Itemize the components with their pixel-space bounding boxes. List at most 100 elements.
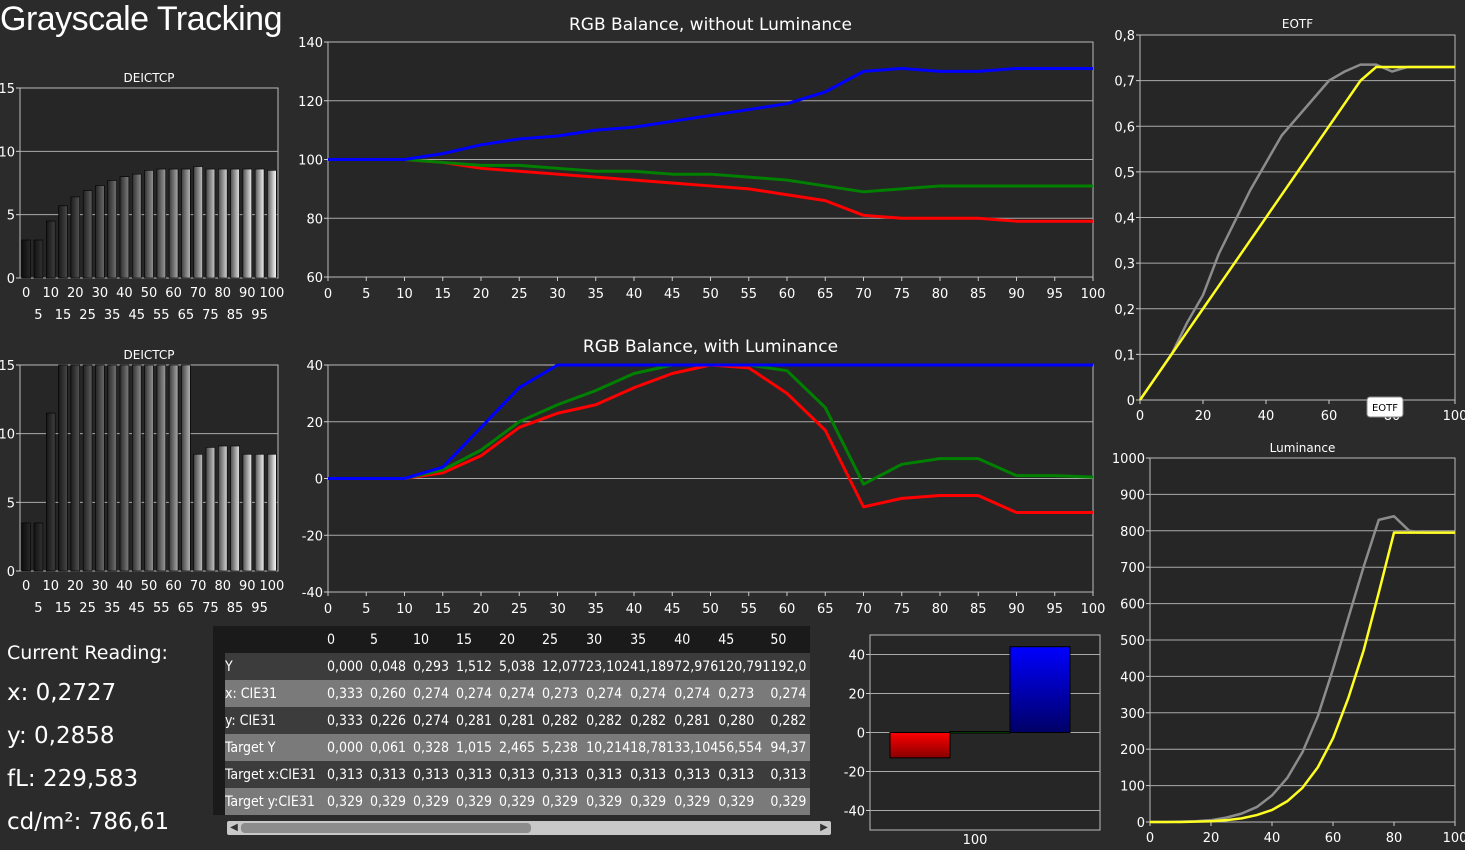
x-tick-label: 65 <box>817 287 834 302</box>
chart-title: RGB Balance, with Luminance <box>583 337 838 357</box>
table-cell: 0,274 <box>674 680 719 707</box>
y-tick-label: 20 <box>306 416 323 431</box>
deictcp-bar <box>230 168 240 279</box>
table-cell: 18,781 <box>630 734 675 761</box>
table-cell: 5,238 <box>542 734 587 761</box>
x-tick-label: 95 <box>1046 287 1063 302</box>
x-tick-label: 40 <box>116 286 133 301</box>
x-tick-label: 80 <box>214 579 231 594</box>
x-tick-label: 70 <box>190 579 207 594</box>
x-tick-label: 20 <box>1203 831 1220 846</box>
deictcp-bar <box>168 364 179 572</box>
series-line-blue <box>328 363 1093 480</box>
table-row[interactable]: Y 0,000 0,048 0,293 1,512 5,038 12,077 23,102 41… <box>213 653 811 680</box>
x-tick-label: 70 <box>190 286 207 301</box>
deictcp-bar <box>45 412 56 572</box>
chart-title: DEICTCP <box>124 348 175 362</box>
luminance-chart: 01002003004005006007008009001000Luminanc… <box>1112 441 1465 846</box>
table-cell: 0,329 <box>413 788 456 815</box>
scroll-thumb[interactable] <box>241 823 531 833</box>
table-cell: 0,313 <box>456 761 499 788</box>
x-tick-label: 20 <box>67 579 84 594</box>
measurement-table[interactable]: 0 5 10 15 20 25 30 35 40 45 50 Y 0,000 0,048 0,293 1,5… <box>213 626 833 838</box>
deictcp-bar <box>95 185 105 279</box>
y-tick-label: 80 <box>306 212 323 227</box>
table-cell: 0,274 <box>630 680 675 707</box>
scroll-right-icon[interactable]: ▶ <box>820 822 828 833</box>
table-row[interactable]: Target y:CIE31 0,329 0,329 0,329 0,329 0,329 0… <box>213 788 811 815</box>
y-tick-label: 900 <box>1120 488 1145 503</box>
chart-title: DEICTCP <box>124 71 175 85</box>
y-tick-label: 100 <box>298 154 323 169</box>
table-column-header: 15 <box>456 626 499 653</box>
y-tick-label: 0 <box>857 727 865 742</box>
x-tick-label: 95 <box>1046 602 1063 617</box>
table-row[interactable]: Target x:CIE31 0,313 0,313 0,313 0,313 0,313 0… <box>213 761 811 788</box>
x-tick-label: 60 <box>779 287 796 302</box>
y-tick-label: 0 <box>1137 816 1145 831</box>
y-tick-label: 10 <box>0 428 15 443</box>
table-row[interactable]: x: CIE31 0,333 0,260 0,274 0,274 0,274 0,273 0,… <box>213 680 811 707</box>
x-tick-label: 30 <box>549 602 566 617</box>
table-cell: 0,329 <box>630 788 675 815</box>
y-tick-label: 15 <box>0 359 15 374</box>
deictcp-bar <box>119 176 130 279</box>
x-tick-label: 45 <box>664 602 681 617</box>
x-tick-label: 0 <box>1146 831 1154 846</box>
y-tick-label: 500 <box>1120 634 1145 649</box>
eotf-chart: 00,10,20,30,40,50,60,70,8EOTF02040608010… <box>1114 17 1465 424</box>
table-cell: 2,465 <box>499 734 542 761</box>
y-tick-label: 700 <box>1120 561 1145 576</box>
table-cell: 0,282 <box>630 707 675 734</box>
y-tick-label: 10 <box>0 145 15 160</box>
deictcp-bar <box>156 168 167 279</box>
scroll-left-icon[interactable]: ◀ <box>230 822 238 833</box>
table-row[interactable]: y: CIE31 0,333 0,226 0,274 0,281 0,281 0,282 0,… <box>213 707 811 734</box>
table-column-header: 25 <box>542 626 587 653</box>
x-tick-label: 90 <box>239 286 256 301</box>
x-tick-label: 20 <box>67 286 84 301</box>
x-tick-label: 35 <box>104 601 121 616</box>
table-row[interactable]: Target Y 0,000 0,061 0,328 1,015 2,465 5,238 10… <box>213 734 811 761</box>
current-reading-heading: Current Reading: <box>7 642 168 664</box>
table-cell: 0,313 <box>674 761 719 788</box>
table-horizontal-scrollbar[interactable]: ◀ ▶ <box>227 821 831 835</box>
table-cell: 41,189 <box>630 653 675 680</box>
x-tick-label: 75 <box>202 308 219 323</box>
deictcp-bar <box>131 173 142 279</box>
deictcp-bar <box>33 522 44 572</box>
y-tick-label: 0,1 <box>1114 348 1135 363</box>
x-tick-label: 15 <box>434 287 451 302</box>
deictcp-bar <box>205 447 216 572</box>
x-tick-label: 10 <box>396 287 413 302</box>
series-line-gray <box>1138 63 1455 401</box>
table-cell: 33,104 <box>674 734 719 761</box>
table-cell: 0,273 <box>542 680 587 707</box>
x-tick-label: 85 <box>970 602 987 617</box>
x-tick-label: 80 <box>214 286 231 301</box>
x-tick-label: 100 <box>1443 409 1465 424</box>
chart-title: Luminance <box>1270 441 1336 455</box>
deictcp-bar <box>267 170 277 279</box>
x-tick-label: 100 <box>259 286 284 301</box>
table-cell: 0,329 <box>456 788 499 815</box>
x-tick-label: 95 <box>251 601 268 616</box>
table-cell: 0,313 <box>542 761 587 788</box>
x-tick-label: 75 <box>893 602 910 617</box>
x-tick-label: 40 <box>626 287 643 302</box>
series-line-yellow <box>1150 531 1455 824</box>
y-tick-label: 15 <box>0 82 15 97</box>
table-row-label: Y <box>225 653 327 680</box>
x-tick-label: 35 <box>587 602 604 617</box>
table-cell: 0,328 <box>413 734 456 761</box>
x-tick-label: 50 <box>702 287 719 302</box>
deictcp-bar <box>267 453 277 572</box>
table-row-label: Target x:CIE31 <box>225 761 327 788</box>
x-tick-label: 15 <box>434 602 451 617</box>
x-tick-label: 5 <box>34 601 42 616</box>
deictcp-bar <box>181 168 191 279</box>
deictcp-bar <box>254 168 265 279</box>
y-tick-label: 60 <box>306 271 323 286</box>
x-tick-label: 10 <box>42 286 59 301</box>
x-tick-label: 70 <box>855 287 872 302</box>
